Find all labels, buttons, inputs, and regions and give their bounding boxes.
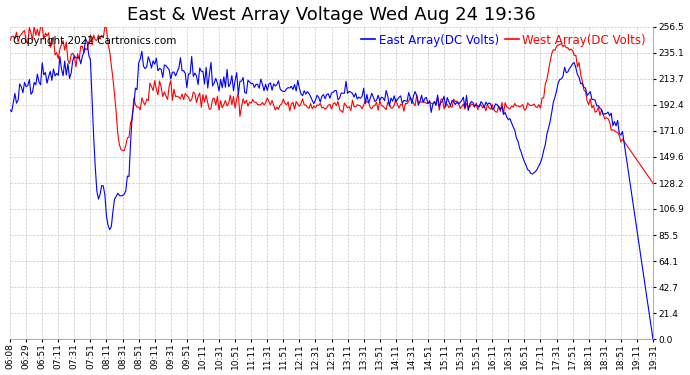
- Title: East & West Array Voltage Wed Aug 24 19:36: East & West Array Voltage Wed Aug 24 19:…: [127, 6, 536, 24]
- Legend: East Array(DC Volts), West Array(DC Volts): East Array(DC Volts), West Array(DC Volt…: [356, 29, 651, 51]
- Text: Copyright 2022 Cartronics.com: Copyright 2022 Cartronics.com: [13, 36, 177, 46]
